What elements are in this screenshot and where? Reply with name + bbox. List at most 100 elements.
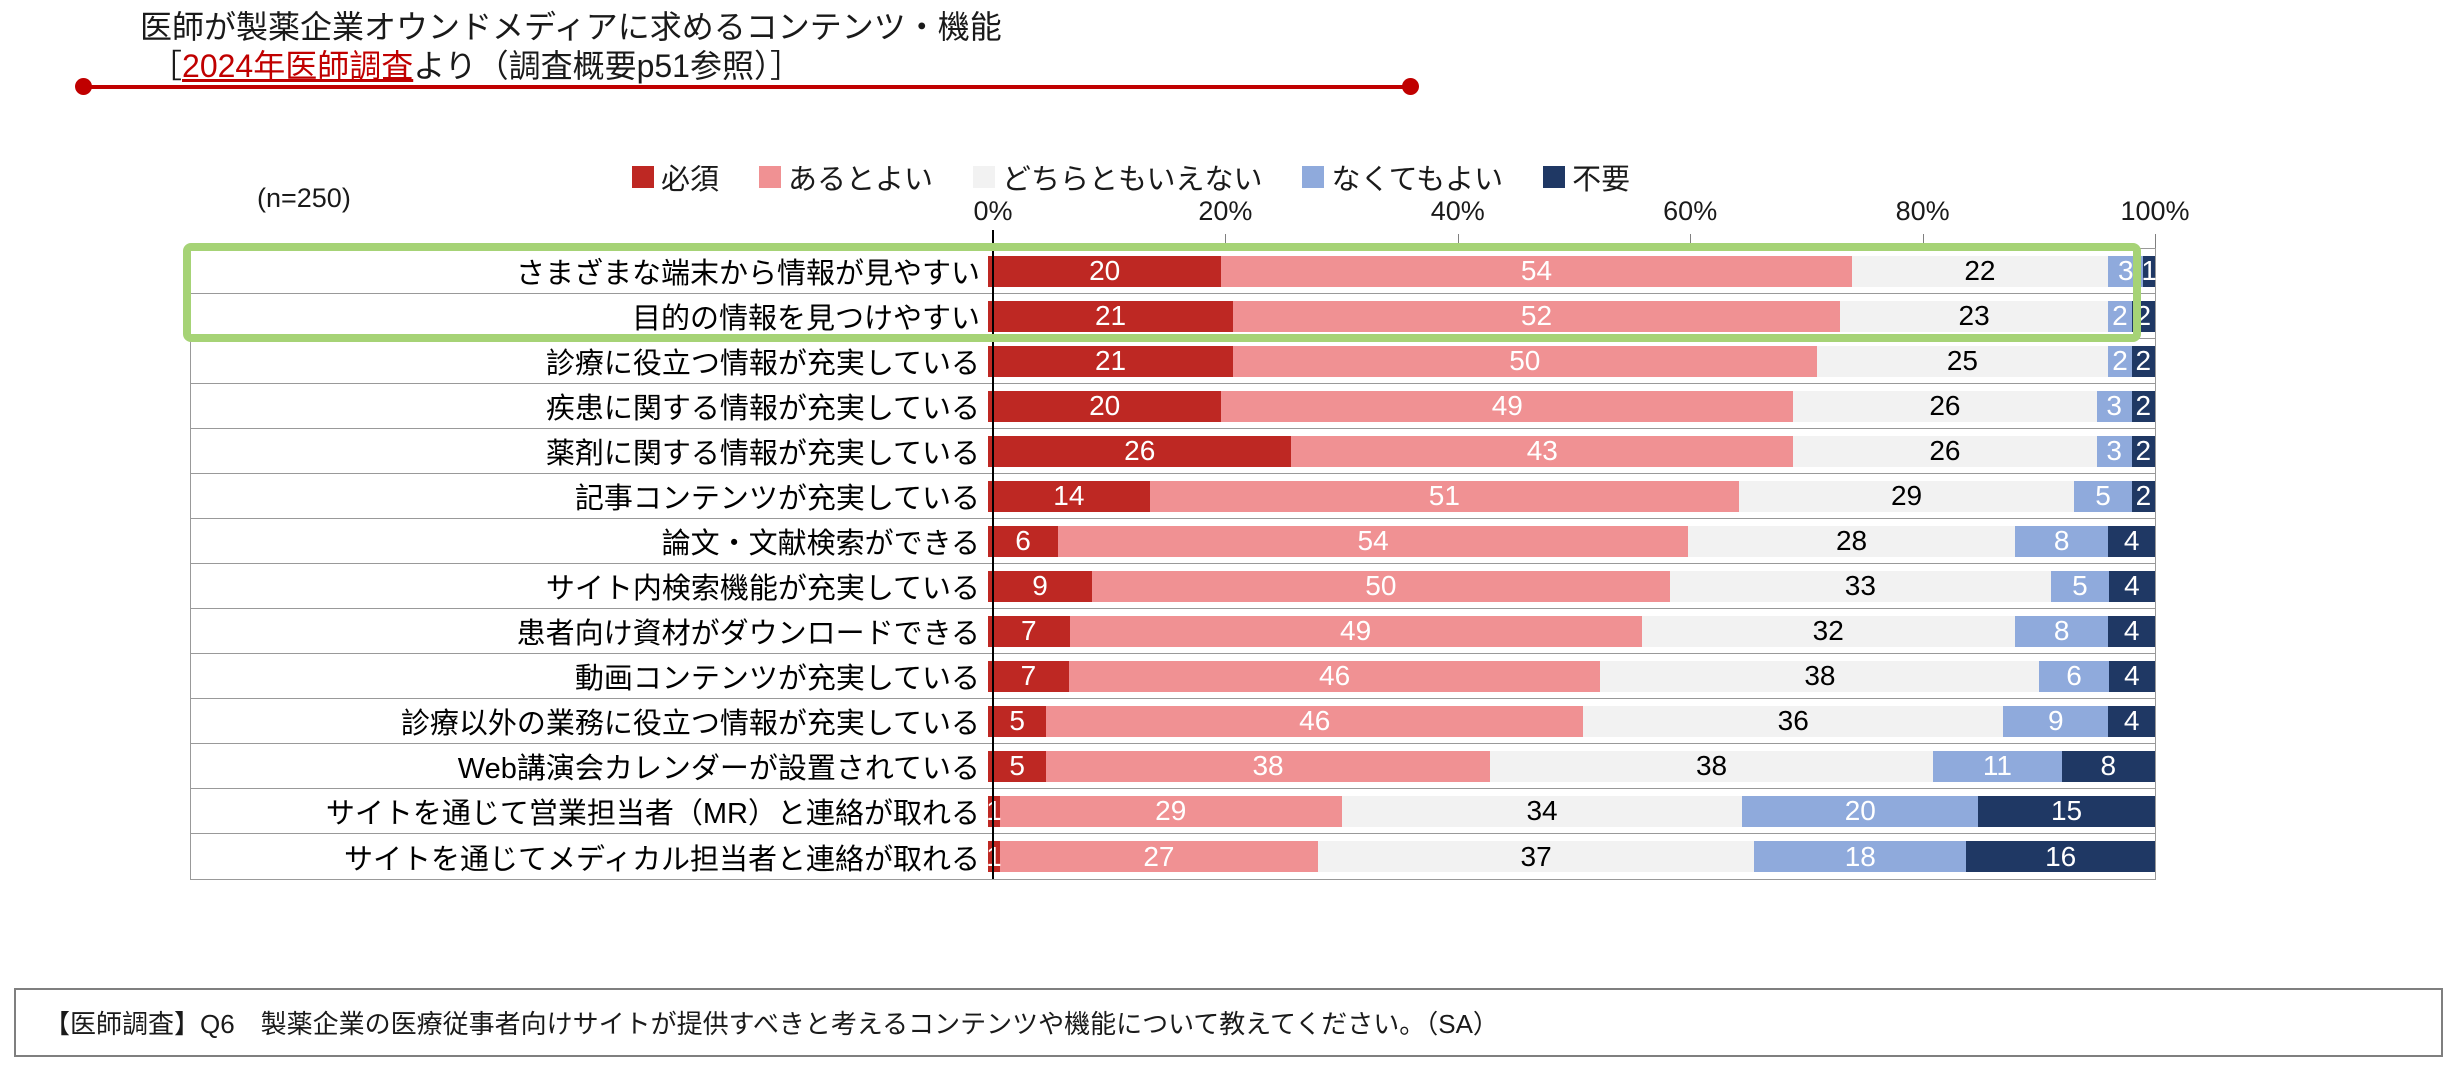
legend-item: どちらともいえない [973, 156, 1262, 198]
bar-value-label: 26 [1929, 435, 1961, 466]
bar-segment: 43 [1291, 435, 1794, 467]
bar-value-label: 26 [1124, 435, 1156, 466]
bar-segment: 50 [1233, 345, 1817, 377]
bar-segment: 29 [1739, 480, 2075, 512]
axis-tick-label: 60% [1663, 196, 1718, 226]
bar-value-label: 54 [1357, 525, 1389, 556]
bar-value-label: 2 [2135, 480, 2152, 511]
category-label: 疾患に関する情報が充実している [545, 393, 980, 425]
page-title: 医師が製薬企業オウンドメディアに求めるコンテンツ・機能 [140, 9, 1002, 45]
survey-link[interactable]: 2024年医師調査 [182, 48, 414, 85]
bar-value-label: 34 [1526, 795, 1558, 826]
bar-segment: 1 [2141, 255, 2157, 287]
axis-ticks [993, 234, 2156, 248]
chart-row: 薬剤に関する情報が充実している 26 43 26 3 2 [191, 429, 2155, 474]
bar-segment: 51 [1149, 480, 1740, 512]
bar-segment: 38 [1046, 750, 1490, 782]
axis-tick-label: 40% [1430, 196, 1485, 226]
bar-value-label: 3 [2118, 255, 2134, 286]
category-label: 患者向け資材がダウンロードできる [516, 618, 980, 650]
chart-row: 目的の情報を見つけやすい 21 52 23 2 2 [191, 294, 2155, 339]
bar-value-label: 9 [2047, 705, 2064, 736]
bar-segment: 4 [2108, 705, 2155, 737]
axis-tick [1225, 234, 1227, 248]
bar-value-label: 2 [2135, 390, 2152, 421]
bar-value-label: 5 [2095, 480, 2111, 511]
bar-value-label: 27 [1143, 840, 1175, 872]
bar-value-label: 38 [1804, 660, 1836, 691]
bar-segment: 23 [1839, 300, 2109, 332]
bar-segment: 16 [1966, 841, 2155, 872]
chart-row: サイトを通じてメディカル担当者と連絡が取れる127371816 [191, 834, 2155, 879]
chart-row: 診療以外の業務に役立つ情報が充実している 5 46 36 9 4 [191, 699, 2155, 744]
bar-stack: 9 50 33 5 4 [988, 570, 2155, 602]
bar-value-label: 20 [1844, 795, 1876, 826]
bar-segment: 14 [988, 480, 1150, 512]
subtitle-suffix: より（調査概要p51参照）］ [413, 48, 802, 85]
bar-segment: 8 [2014, 525, 2109, 557]
category-label: さまざまな端末から情報が見やすい [515, 258, 980, 290]
bar-value-label: 1 [2141, 255, 2157, 286]
category-label: 論文・文献検索ができる [661, 528, 980, 560]
chart-row: サイトを通じて営業担当者（MR）と連絡が取れる129342015 [191, 789, 2155, 834]
bar-value-label: 8 [2100, 750, 2117, 781]
bar-segment: 3 [2108, 255, 2144, 287]
bar-value-label: 2 [2135, 435, 2152, 466]
legend-label: なくてもよい [1331, 164, 1504, 196]
bar-value-label: 49 [1340, 615, 1372, 646]
bar-segment: 38 [1489, 750, 1934, 782]
subtitle-bracket-open: ［ [150, 48, 183, 85]
bar-value-label: 33 [1844, 570, 1876, 601]
bar-value-label: 43 [1526, 435, 1558, 466]
bar-segment: 26 [1793, 390, 2097, 422]
legend-item: なくてもよい [1302, 156, 1503, 198]
axis-tick-label: 80% [1895, 196, 1950, 226]
bar-value-label: 26 [1929, 390, 1961, 421]
bar-value-label: 21 [1094, 345, 1127, 376]
bar-segment: 46 [1046, 705, 1584, 737]
bar-segment: 29 [999, 795, 1342, 827]
legend-swatch-icon [759, 166, 782, 188]
zero-axis-line [992, 230, 994, 879]
chart-row: Web講演会カレンダーが設置されている 5 38 38 11 8 [191, 744, 2155, 789]
bar-segment: 54 [1058, 525, 1689, 557]
bar-segment: 9 [2003, 705, 2109, 737]
chart-row: 論文・文献検索ができる 6 54 28 8 4 [191, 519, 2155, 564]
bar-segment: 50 [1091, 570, 1670, 602]
title-block: 医師が製薬企業オウンドメディアに求めるコンテンツ・機能 ［2024年医師調査より… [140, 8, 1002, 86]
bar-value-label: 51 [1428, 480, 1460, 511]
legend-label: 不要 [1572, 164, 1631, 196]
legend-swatch-icon [973, 166, 996, 188]
bar-segment: 8 [2061, 750, 2155, 782]
bar-segment: 36 [1583, 705, 2004, 737]
bar-segment: 37 [1318, 841, 1755, 872]
bar-value-label: 5 [1009, 705, 1025, 736]
bar-segment: 2 [2108, 300, 2132, 332]
bar-value-label: 50 [1365, 570, 1397, 601]
bar-segment: 20 [988, 390, 1222, 422]
bar-segment: 2 [2131, 345, 2155, 377]
page-subtitle: ［2024年医師調査より（調査概要p51参照）］ [150, 47, 1002, 86]
bar-segment: 2 [2108, 345, 2132, 377]
bar-value-label: 4 [2123, 615, 2140, 646]
chart-rows: さまざまな端末から情報が見やすい 20 54 22 3 1 目的の情報を見つけやすい 21 52… [190, 248, 2157, 880]
bar-value-label: 50 [1509, 345, 1541, 376]
category-label: 記事コンテンツが充実している [574, 483, 980, 515]
bar-stack: 20 54 22 3 1 [988, 255, 2157, 287]
bar-value-label: 4 [2124, 570, 2140, 601]
bar-stack: 7 49 32 8 4 [988, 615, 2155, 647]
bar-segment: 46 [1068, 660, 1601, 692]
bar-segment: 7 [988, 615, 1070, 647]
legend-item: 不要 [1543, 156, 1630, 198]
bar-value-label: 18 [1844, 840, 1876, 872]
category-label: サイト内検索機能が充実している [545, 573, 980, 605]
bar-value-label: 49 [1491, 390, 1523, 421]
legend-label: 必須 [661, 164, 720, 196]
bar-segment: 15 [1978, 795, 2155, 827]
bar-stack: 26 43 26 3 2 [988, 435, 2155, 467]
bar-segment: 22 [1851, 255, 2109, 287]
bar-value-label: 14 [1053, 480, 1085, 511]
bar-segment: 25 [1816, 345, 2109, 377]
bar-segment: 5 [2074, 480, 2132, 512]
bar-value-label: 46 [1299, 705, 1331, 736]
